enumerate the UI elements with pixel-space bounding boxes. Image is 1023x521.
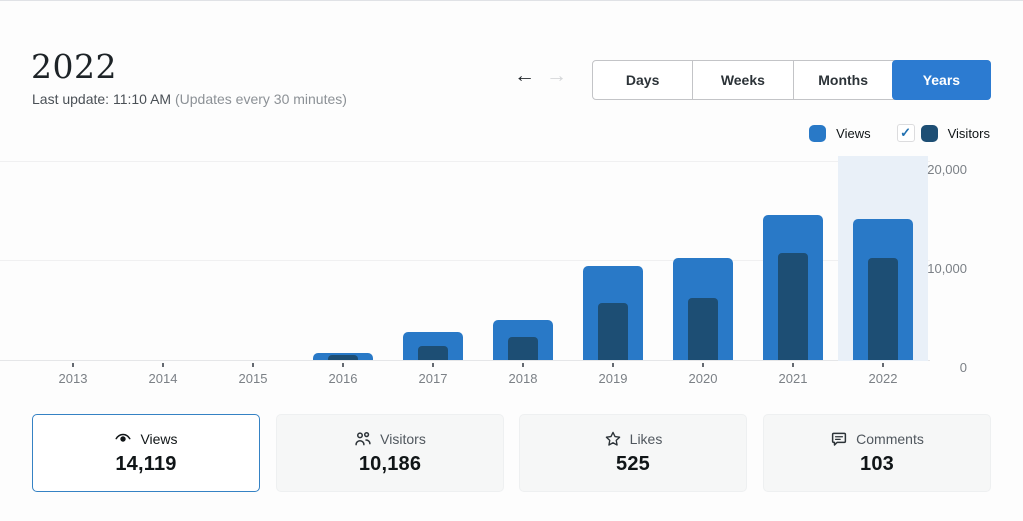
x-axis-tick — [72, 363, 74, 367]
y-axis-label-20000: 20,000 — [927, 162, 967, 177]
card-label: Likes — [629, 431, 663, 447]
x-axis-tick — [432, 363, 434, 367]
x-axis-label-2018: 2018 — [508, 371, 538, 386]
views-swatch-icon — [809, 124, 827, 142]
x-axis-label-2014: 2014 — [148, 371, 178, 386]
visitors-count: 10,186 — [358, 453, 422, 475]
tab-years[interactable]: Years — [891, 60, 991, 100]
visitors-bar-2019[interactable] — [598, 303, 628, 360]
x-axis: 2013 2014 2015 2016 2017 2018 2019 2020 2021 2022 — [0, 361, 930, 393]
last-update-text: Last update: 11:10 AM (Updates every 30 … — [32, 91, 347, 107]
interval-tab-group: Days Weeks Months Years — [592, 60, 991, 100]
x-axis-tick — [342, 363, 344, 367]
x-axis-tick — [252, 363, 254, 367]
views-count: 14,119 — [115, 453, 177, 475]
star-icon — [605, 431, 620, 446]
page-title: 2022 — [31, 47, 117, 86]
x-axis-label-2016: 2016 — [328, 371, 358, 386]
x-axis-label-2015: 2015 — [238, 371, 268, 386]
legend-views-label: Views — [836, 125, 871, 141]
visitors-bar-2022[interactable] — [868, 258, 898, 360]
chart-legend: Views ✓ Visitors — [809, 124, 990, 142]
x-axis-tick — [792, 363, 794, 367]
previous-period-arrow-icon[interactable]: ← — [514, 64, 535, 87]
update-interval-note: (Updates every 30 minutes) — [174, 91, 347, 107]
tab-months[interactable]: Months — [792, 61, 893, 99]
visitors-bar-2020[interactable] — [688, 298, 718, 360]
x-axis-tick — [702, 363, 704, 367]
visitors-checkbox[interactable]: ✓ — [896, 124, 915, 142]
people-icon — [355, 432, 371, 446]
comments-count: 103 — [860, 453, 894, 475]
visitors-swatch-icon — [920, 124, 938, 142]
card-label: Views — [140, 431, 178, 447]
y-axis-label-0: 0 — [959, 360, 967, 375]
likes-summary-card[interactable]: Likes 525 — [519, 414, 747, 492]
period-nav: ← → — [514, 65, 567, 87]
bar-chart-plot — [0, 156, 930, 361]
x-axis-tick — [612, 363, 614, 367]
legend-visitors-label: Visitors — [947, 125, 990, 141]
visitors-bar-2021[interactable] — [778, 253, 808, 360]
tab-weeks[interactable]: Weeks — [692, 61, 792, 99]
x-axis-label-2021: 2021 — [778, 371, 808, 386]
likes-count: 525 — [616, 453, 650, 475]
tab-days[interactable]: Days — [625, 72, 660, 88]
x-axis-label-2013: 2013 — [58, 371, 88, 386]
card-label: Comments — [856, 431, 924, 447]
x-axis-tick — [162, 363, 164, 367]
x-axis-tick — [882, 363, 884, 367]
visitors-bar-2017[interactable] — [418, 346, 448, 360]
views-summary-card[interactable]: Views 14,119 — [32, 414, 260, 492]
x-axis-label-2020: 2020 — [688, 371, 718, 386]
visitors-bar-2018[interactable] — [508, 337, 538, 360]
last-update-time: Last update: 11:10 AM — [32, 91, 172, 107]
x-axis-label-2017: 2017 — [418, 371, 448, 386]
gridline-10000 — [0, 260, 930, 261]
comments-summary-card[interactable]: Comments 103 — [763, 414, 991, 492]
y-axis: 20,000 10,000 0 — [900, 1, 995, 401]
x-axis-label-2022: 2022 — [868, 371, 898, 386]
next-period-arrow-icon: → — [546, 64, 567, 87]
visitors-summary-card[interactable]: Visitors 10,186 — [276, 414, 504, 492]
gridline-20000 — [0, 161, 930, 162]
comment-icon — [832, 432, 847, 446]
x-axis-label-2019: 2019 — [598, 371, 628, 386]
y-axis-label-10000: 10,000 — [927, 261, 967, 276]
card-label: Visitors — [380, 431, 426, 447]
x-axis-tick — [522, 363, 524, 367]
eye-icon — [115, 433, 131, 442]
visitors-bar-2016[interactable] — [328, 355, 358, 360]
